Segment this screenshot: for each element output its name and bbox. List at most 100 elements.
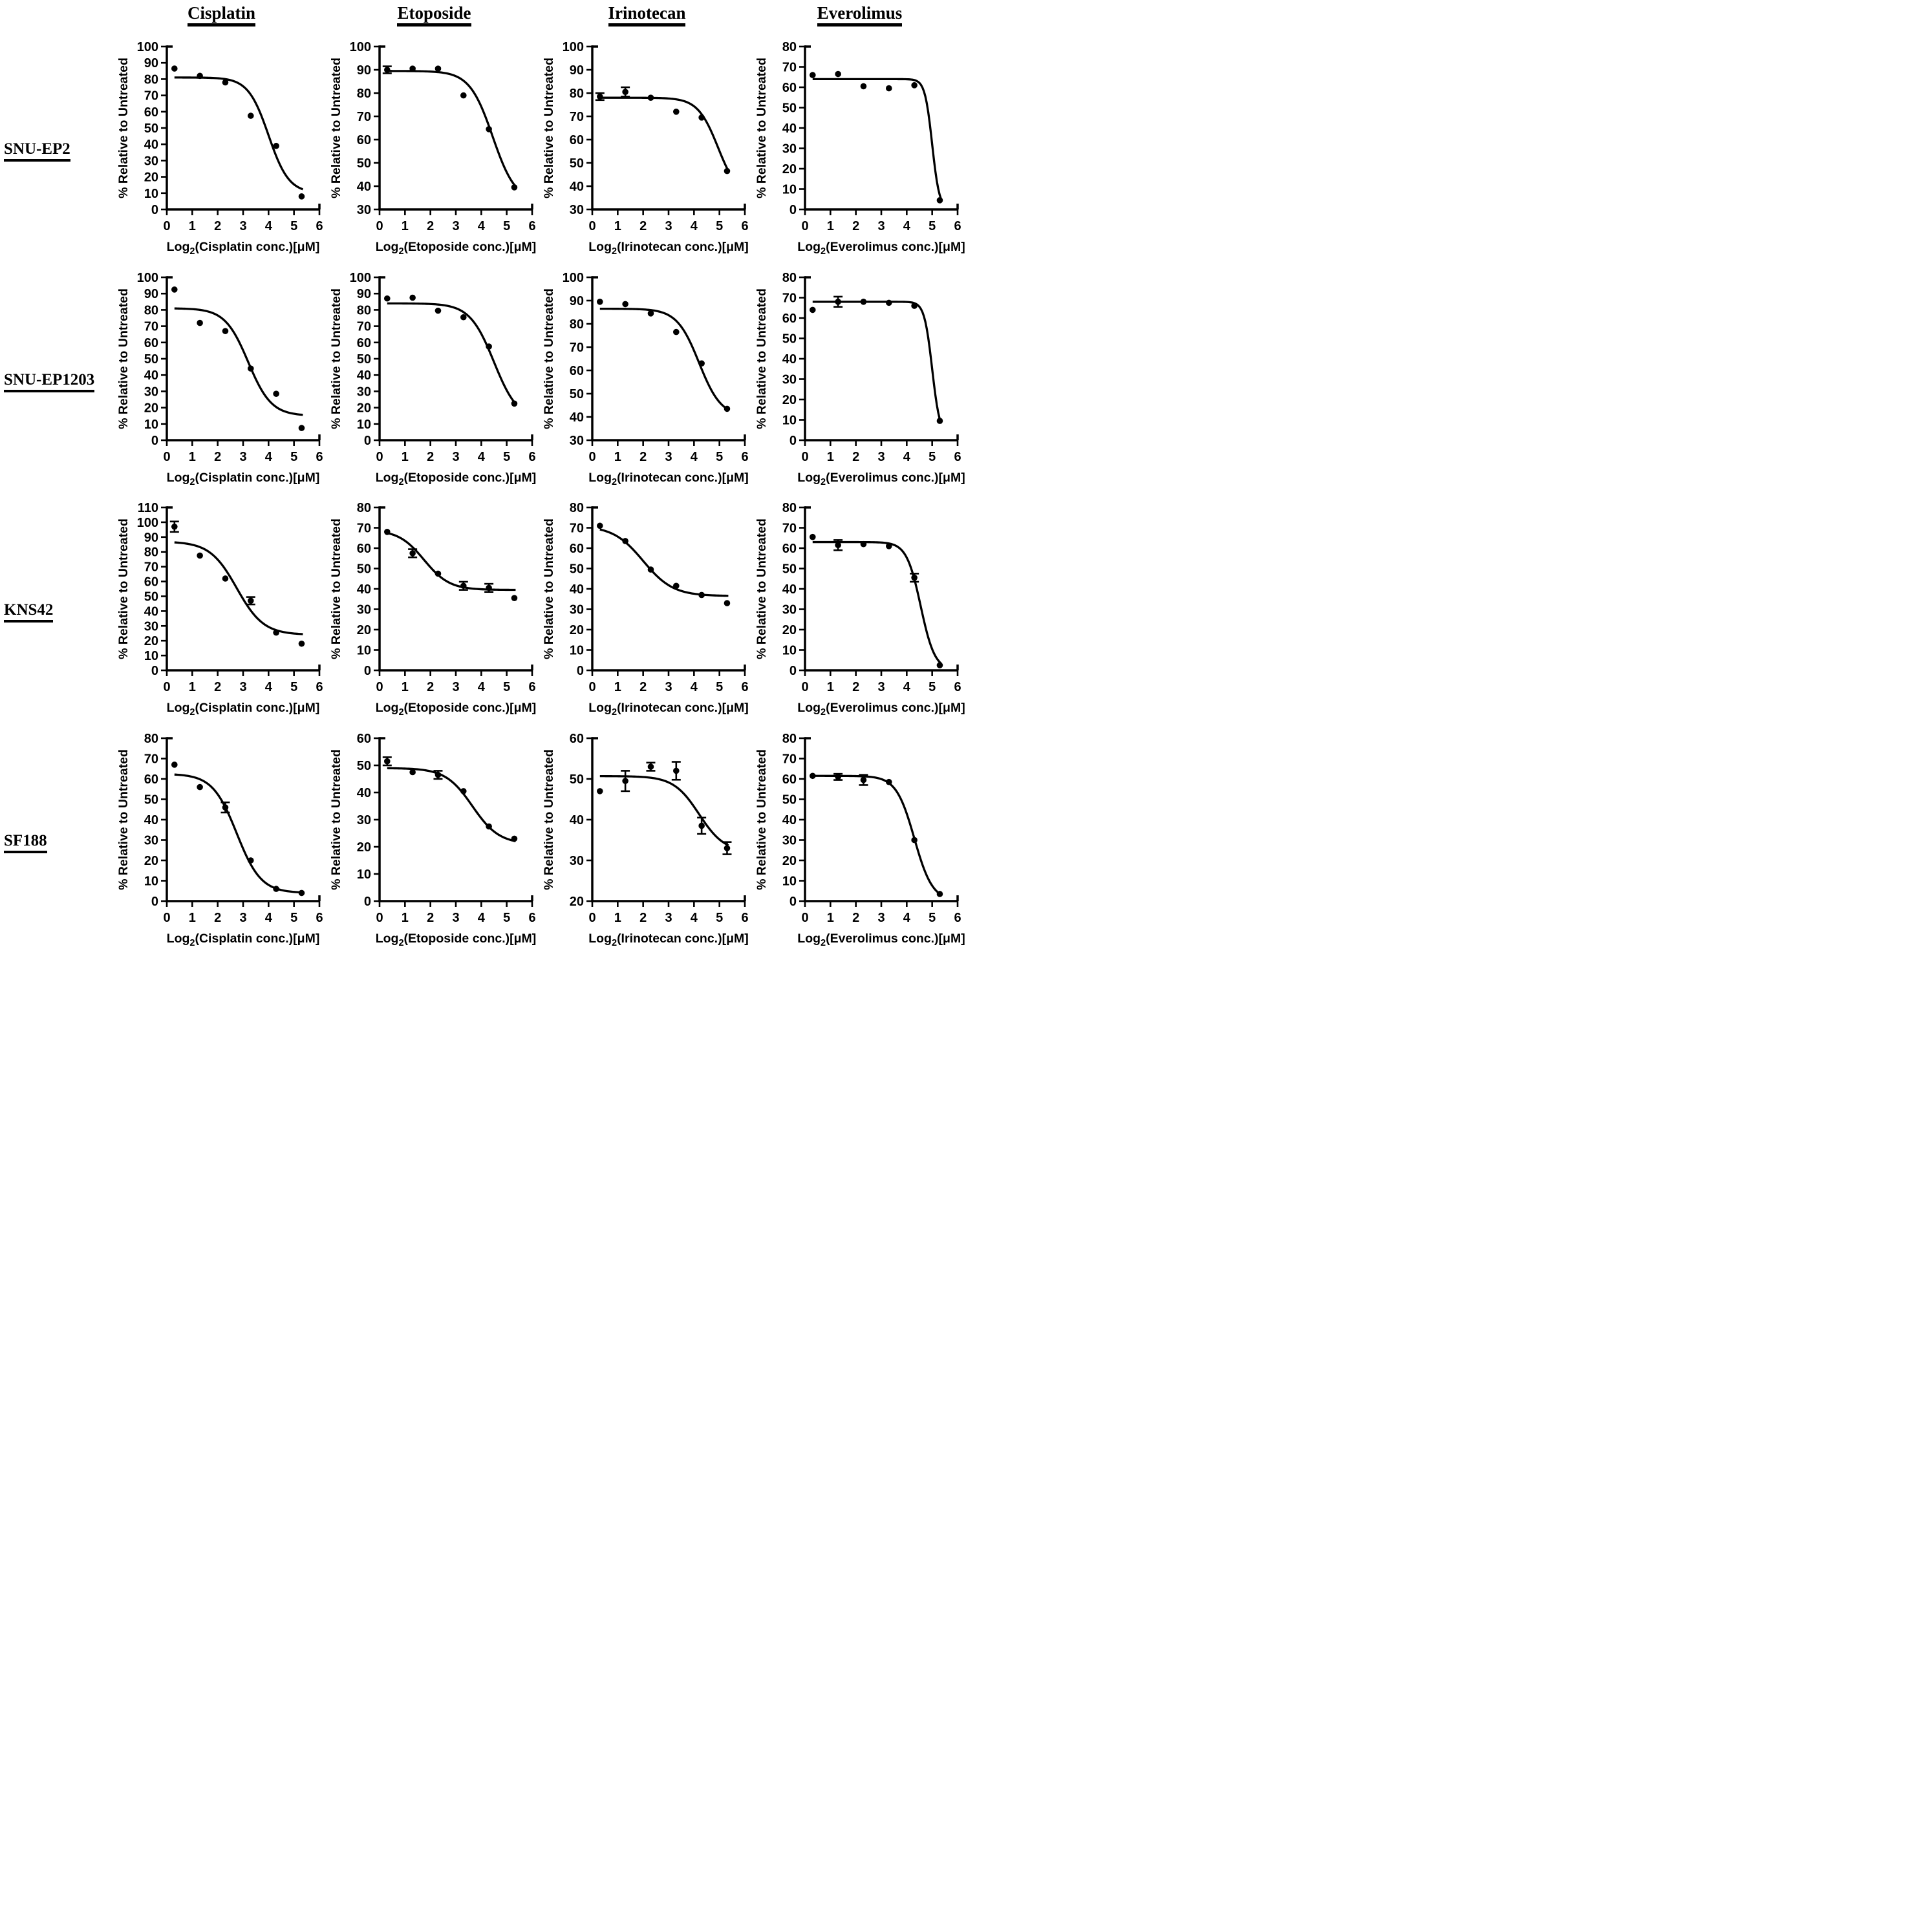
y-axis-label: % Relative to Untreated (542, 288, 556, 429)
x-axis-label: Log2(Etoposide conc.)[μM] (376, 240, 537, 257)
x-axis-ticks: 0 1 2 3 4 5 6 (163, 440, 323, 464)
x-axis-label: Log2(Cisplatin conc.)[μM] (167, 701, 320, 718)
svg-text:4: 4 (265, 219, 273, 233)
svg-text:50: 50 (357, 562, 371, 577)
svg-text:10: 10 (782, 183, 797, 197)
plot-kns42-irinotecan: 0 10 20 30 40 50 60 70 80 0 1 2 3 4 5 6 Log2(Irinotecan … (541, 497, 753, 728)
svg-text:1: 1 (402, 680, 409, 694)
svg-text:0: 0 (364, 434, 371, 448)
svg-text:3: 3 (452, 911, 459, 925)
svg-text:6: 6 (316, 911, 323, 925)
svg-text:4: 4 (265, 680, 273, 694)
x-axis-ticks: 0 1 2 3 4 5 6 (376, 209, 536, 233)
svg-text:20: 20 (144, 401, 158, 415)
column-header-label: Cisplatin (187, 4, 256, 27)
svg-text:30: 30 (144, 385, 158, 399)
svg-text:70: 70 (782, 752, 797, 766)
svg-text:0: 0 (163, 680, 170, 694)
y-axis-ticks: 20 30 40 50 60 (570, 732, 592, 909)
svg-text:3: 3 (452, 450, 459, 464)
svg-text:50: 50 (357, 156, 371, 171)
svg-text:10: 10 (144, 649, 158, 663)
svg-text:6: 6 (741, 680, 748, 694)
svg-text:60: 60 (144, 105, 158, 120)
y-axis-label: % Relative to Untreated (116, 749, 131, 890)
data-points (597, 89, 731, 175)
svg-text:10: 10 (782, 874, 797, 888)
svg-text:1: 1 (402, 219, 409, 233)
svg-text:2: 2 (427, 911, 434, 925)
svg-text:40: 40 (570, 410, 584, 425)
data-points (597, 522, 731, 606)
svg-text:5: 5 (290, 680, 297, 694)
svg-text:5: 5 (290, 911, 297, 925)
svg-text:50: 50 (144, 352, 158, 367)
svg-text:50: 50 (357, 759, 371, 773)
fit-curve (174, 541, 303, 635)
svg-text:20: 20 (144, 171, 158, 185)
svg-text:40: 40 (570, 813, 584, 827)
plot-snu-ep1203-etoposide: 0 10 20 30 40 50 60 70 80 90 100 0 1 2 3 4 5 6 Log2(Etopos… (328, 267, 541, 498)
svg-text:3: 3 (239, 911, 246, 925)
svg-text:4: 4 (478, 911, 486, 925)
x-axis-label: Log2(Cisplatin conc.)[μM] (167, 240, 320, 257)
axes (804, 736, 959, 902)
svg-text:0: 0 (376, 219, 383, 233)
svg-text:70: 70 (144, 319, 158, 334)
svg-text:0: 0 (789, 434, 797, 448)
svg-text:50: 50 (144, 122, 158, 136)
y-axis-ticks: 0 10 20 30 40 50 60 70 80 (782, 271, 805, 448)
axes (804, 45, 959, 211)
x-axis-label: Log2(Etoposide conc.)[μM] (376, 471, 537, 487)
data-points (384, 758, 518, 842)
x-axis-ticks: 0 1 2 3 4 5 6 (588, 670, 749, 694)
svg-text:0: 0 (151, 434, 158, 448)
svg-text:0: 0 (376, 680, 383, 694)
column-header-everolimus: Everolimus (753, 0, 966, 36)
svg-text:6: 6 (528, 219, 535, 233)
svg-text:80: 80 (782, 732, 797, 746)
svg-text:30: 30 (782, 603, 797, 617)
x-axis-ticks: 0 1 2 3 4 5 6 (801, 900, 961, 925)
svg-text:30: 30 (570, 854, 584, 868)
svg-text:4: 4 (691, 219, 698, 233)
svg-text:80: 80 (144, 72, 158, 87)
x-axis-ticks: 0 1 2 3 4 5 6 (801, 440, 961, 464)
svg-text:90: 90 (570, 63, 584, 78)
svg-text:30: 30 (782, 833, 797, 847)
svg-text:1: 1 (827, 911, 834, 925)
svg-text:1: 1 (614, 680, 621, 694)
svg-text:100: 100 (137, 516, 158, 530)
fit-curve (599, 307, 729, 410)
dose-response-chart: 0 10 20 30 40 50 60 70 80 0 1 2 3 4 5 6 Log2(Everolimus … (755, 501, 965, 718)
data-points (384, 65, 518, 191)
svg-text:2: 2 (852, 911, 859, 925)
error-bars (169, 520, 255, 606)
svg-text:0: 0 (801, 450, 808, 464)
cell-line-label: SF188 (4, 832, 47, 853)
svg-text:0: 0 (588, 219, 596, 233)
svg-text:0: 0 (801, 911, 808, 925)
dose-response-chart: 0 10 20 30 40 50 60 0 1 2 3 4 5 6 Log2(Etoposide conc.… (329, 732, 536, 948)
data-points (171, 65, 305, 200)
svg-text:60: 60 (144, 575, 158, 590)
svg-text:50: 50 (357, 352, 371, 367)
axes (378, 506, 533, 672)
svg-text:2: 2 (214, 680, 221, 694)
svg-text:50: 50 (144, 590, 158, 604)
fit-curve (599, 528, 729, 597)
svg-text:40: 40 (357, 582, 371, 597)
svg-text:0: 0 (588, 680, 596, 694)
svg-text:20: 20 (782, 623, 797, 637)
svg-text:70: 70 (357, 522, 371, 536)
svg-text:3: 3 (877, 219, 885, 233)
svg-text:10: 10 (144, 874, 158, 888)
svg-text:70: 70 (144, 89, 158, 103)
plot-sf188-etoposide: 0 10 20 30 40 50 60 0 1 2 3 4 5 6 Log2(Etoposide conc.… (328, 728, 541, 959)
dose-response-chart: 0 10 20 30 40 50 60 70 80 0 1 2 3 4 5 6 Log2(Everolimus … (755, 732, 965, 948)
svg-text:2: 2 (427, 219, 434, 233)
x-axis-ticks: 0 1 2 3 4 5 6 (801, 670, 961, 694)
